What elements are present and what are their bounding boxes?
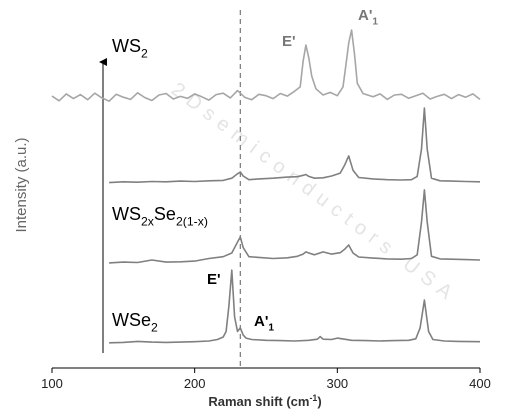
spectrum-line xyxy=(109,107,481,184)
spectrum-line xyxy=(109,189,481,264)
annotation-part: WSe xyxy=(112,310,151,330)
annotation: A'1 xyxy=(358,7,378,28)
x-tick-label: 400 xyxy=(469,376,491,391)
annotation-part: A' xyxy=(358,7,372,24)
x-tick-label: 300 xyxy=(326,376,348,391)
x-axis-label: Raman shift (cm-1) xyxy=(208,393,321,409)
annotation-part: Se xyxy=(154,204,176,224)
annotation-part: 1 xyxy=(268,323,274,334)
annotation-part: WS xyxy=(112,204,141,224)
annotation: E' xyxy=(207,271,221,288)
annotation-part: 2 xyxy=(151,320,158,334)
x-axis-label-part: ) xyxy=(317,394,321,409)
annotation: E' xyxy=(282,33,296,50)
annotation-part: 2 xyxy=(141,46,148,60)
annotation-part: E' xyxy=(207,271,221,288)
annotation: WS2 xyxy=(112,36,148,60)
y-axis-label: Intensity (a.u.) xyxy=(13,137,30,232)
annotation-part: 2x xyxy=(141,214,154,228)
annotation-part: WS xyxy=(112,36,141,56)
annotation-part: 1 xyxy=(372,17,378,28)
annotation: A'1 xyxy=(254,313,274,334)
spectrum-line xyxy=(51,29,481,102)
x-tick-label: 100 xyxy=(41,376,63,391)
x-axis-label-part: Raman shift (cm xyxy=(208,394,309,409)
x-axis-label-part: -1 xyxy=(309,393,317,403)
spectrum-line xyxy=(109,269,481,344)
annotation-part: 2(1-x) xyxy=(176,214,208,228)
x-tick-label: 200 xyxy=(184,376,206,391)
annotation: WSe2 xyxy=(112,310,158,334)
annotation-part: E' xyxy=(282,33,296,50)
annotation-part: A' xyxy=(254,313,268,330)
annotation: WS2xSe2(1-x) xyxy=(112,204,208,228)
